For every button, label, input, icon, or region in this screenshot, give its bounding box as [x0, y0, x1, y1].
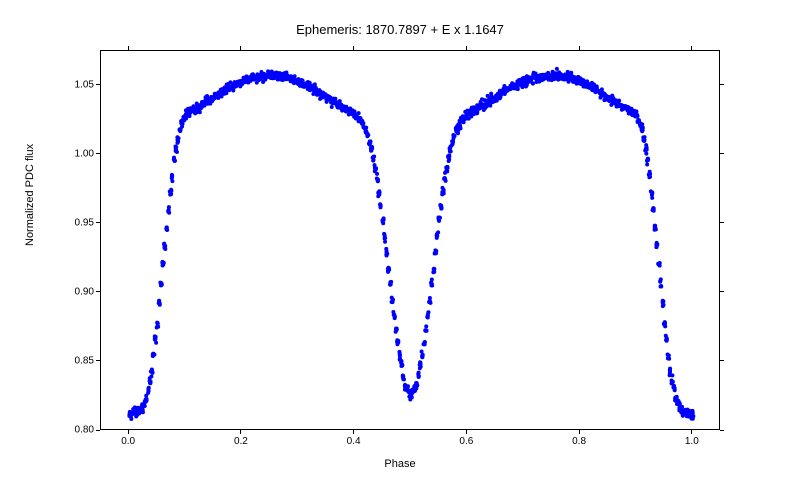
plot-svg [101, 51, 721, 431]
ytick-mark [720, 222, 724, 223]
xtick-mark [691, 430, 692, 434]
xtick-mark [466, 430, 467, 434]
ytick-mark [720, 360, 724, 361]
xtick-label: 1.0 [685, 436, 699, 447]
plot-area [100, 50, 720, 430]
xtick-label: 0.6 [459, 436, 473, 447]
ytick-mark [96, 153, 100, 154]
x-axis-label: Phase [0, 458, 800, 470]
xtick-mark [128, 430, 129, 434]
xtick-label: 0.2 [234, 436, 248, 447]
xtick-mark [579, 430, 580, 434]
xtick-mark [691, 46, 692, 50]
chart-container: Ephemeris: 1870.7897 + E x 1.1647 Normal… [0, 0, 800, 500]
xtick-label: 0.8 [572, 436, 586, 447]
ytick-mark [720, 153, 724, 154]
chart-title: Ephemeris: 1870.7897 + E x 1.1647 [0, 22, 800, 37]
ytick-mark [96, 222, 100, 223]
xtick-mark [353, 46, 354, 50]
ytick-label: 1.00 [64, 148, 94, 159]
ytick-label: 0.85 [64, 355, 94, 366]
ytick-mark [96, 360, 100, 361]
xtick-label: 0.0 [121, 436, 135, 447]
xtick-mark [466, 46, 467, 50]
ytick-mark [96, 84, 100, 85]
ytick-mark [96, 430, 100, 431]
ytick-mark [96, 291, 100, 292]
xtick-mark [128, 46, 129, 50]
ytick-label: 0.80 [64, 425, 94, 436]
ytick-mark [720, 291, 724, 292]
ytick-label: 0.90 [64, 286, 94, 297]
ytick-mark [720, 430, 724, 431]
ytick-label: 0.95 [64, 217, 94, 228]
xtick-label: 0.4 [347, 436, 361, 447]
xtick-mark [579, 46, 580, 50]
xtick-mark [240, 430, 241, 434]
xtick-mark [353, 430, 354, 434]
ytick-label: 1.05 [64, 79, 94, 90]
xtick-mark [240, 46, 241, 50]
ytick-mark [720, 84, 724, 85]
